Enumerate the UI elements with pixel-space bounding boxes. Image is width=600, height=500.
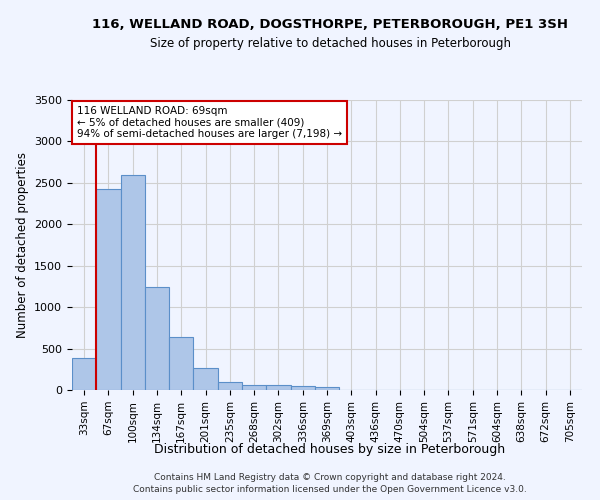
- Y-axis label: Number of detached properties: Number of detached properties: [16, 152, 29, 338]
- Bar: [145, 288, 169, 390]
- Bar: [290, 386, 315, 390]
- Text: Contains public sector information licensed under the Open Government Licence v3: Contains public sector information licen…: [133, 484, 527, 494]
- Bar: [121, 174, 145, 390]
- Bar: [169, 337, 193, 390]
- Text: Distribution of detached houses by size in Peterborough: Distribution of detached houses by size …: [154, 444, 506, 456]
- Text: Contains HM Land Registry data © Crown copyright and database right 2024.: Contains HM Land Registry data © Crown c…: [154, 473, 506, 482]
- Text: 116, WELLAND ROAD, DOGSTHORPE, PETERBOROUGH, PE1 3SH: 116, WELLAND ROAD, DOGSTHORPE, PETERBORO…: [92, 18, 568, 30]
- Text: 116 WELLAND ROAD: 69sqm
← 5% of detached houses are smaller (409)
94% of semi-de: 116 WELLAND ROAD: 69sqm ← 5% of detached…: [77, 106, 342, 139]
- Bar: [193, 368, 218, 390]
- Bar: [266, 386, 290, 390]
- Text: Size of property relative to detached houses in Peterborough: Size of property relative to detached ho…: [149, 38, 511, 51]
- Bar: [242, 385, 266, 390]
- Bar: [72, 358, 96, 390]
- Bar: [218, 382, 242, 390]
- Bar: [315, 387, 339, 390]
- Bar: [96, 190, 121, 390]
